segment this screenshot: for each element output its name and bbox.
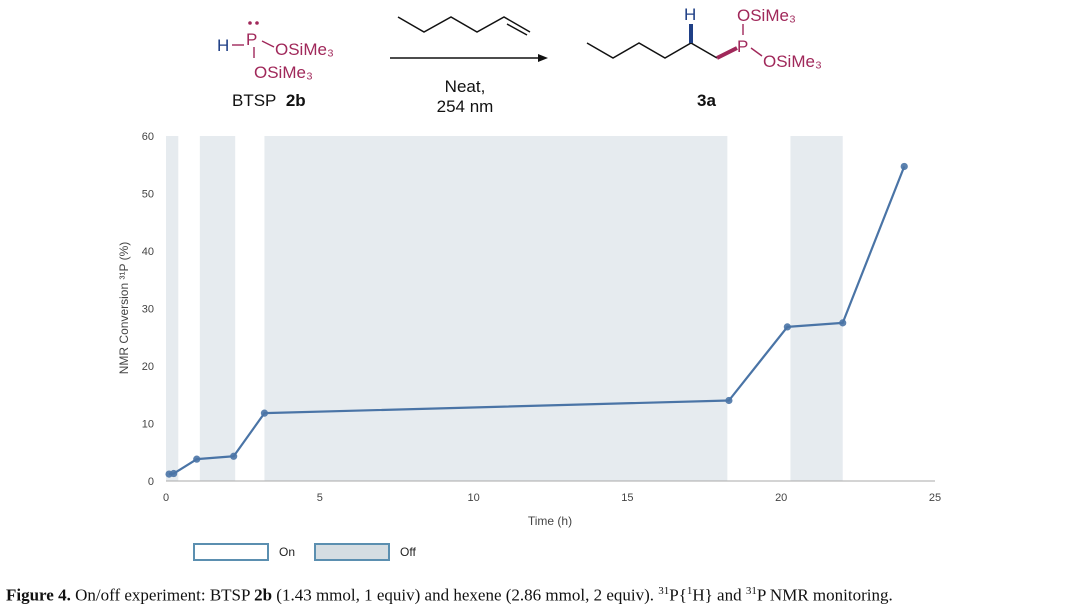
- y-tick-label: 30: [142, 304, 154, 316]
- data-point: [783, 323, 791, 331]
- reaction-scheme: H P OSiMe₃ OSiMe₃ BTSP 2b Neat, 254 nm H…: [217, 5, 822, 116]
- product-h-atom: H: [684, 5, 696, 24]
- product-cp-bond: [716, 46, 738, 60]
- off-band-1: [166, 136, 179, 481]
- conditions-line2: 254 nm: [437, 97, 494, 116]
- off-band-3: [264, 136, 728, 481]
- product-p-atom: P: [737, 37, 748, 56]
- reagent-osime3-top: OSiMe₃: [275, 40, 334, 59]
- caption-bold-compound: 2b: [254, 585, 273, 605]
- legend-label-off: Off: [400, 545, 416, 559]
- reagent-osime3-bottom: OSiMe₃: [254, 63, 313, 82]
- lone-pair-dot: [255, 21, 259, 25]
- legend-swatch-on: [193, 543, 269, 561]
- x-tick-labels: 0 5 10 15 20 25: [163, 492, 941, 504]
- x-tick-label: 10: [467, 492, 479, 504]
- lone-pair-dot: [248, 21, 252, 25]
- data-point: [230, 452, 238, 460]
- data-point: [839, 319, 847, 327]
- x-tick-label: 15: [621, 492, 633, 504]
- reaction-arrow-head: [538, 54, 548, 62]
- x-axis-label: Time (h): [528, 514, 572, 528]
- product-chain: [586, 42, 718, 59]
- data-point: [193, 455, 201, 463]
- data-point: [725, 396, 733, 405]
- hexene-double-bond: [506, 23, 528, 36]
- caption-text-2: (1.43 mmol, 1 equiv) and hexene (2.86 mm…: [272, 585, 659, 605]
- data-point: [900, 162, 908, 171]
- reagent-p-atom: P: [246, 30, 257, 49]
- legend-label-on: On: [279, 545, 296, 559]
- product-p-o-bond-right: [750, 47, 763, 57]
- product-label: 3a: [697, 91, 716, 110]
- y-tick-label: 40: [142, 246, 154, 258]
- reagent-name-number: 2b: [286, 91, 306, 110]
- x-tick-label: 25: [929, 492, 941, 504]
- caption-text-4: H} and: [692, 585, 746, 605]
- series-layer: [165, 162, 908, 478]
- data-point: [260, 409, 269, 417]
- reagent-structure: H P OSiMe₃ OSiMe₃ BTSP 2b: [217, 21, 334, 110]
- y-tick-label: 60: [142, 131, 154, 143]
- off-band-2: [199, 136, 236, 481]
- y-tick-label: 10: [142, 419, 154, 431]
- product-structure: H P OSiMe₃ OSiMe₃ 3a: [586, 5, 822, 110]
- y-tick-label: 20: [142, 361, 154, 373]
- caption-text-5: P NMR monitoring.: [756, 585, 893, 605]
- caption-text-1: On/off experiment: BTSP: [70, 585, 255, 605]
- off-band-4: [790, 136, 843, 481]
- data-point: [170, 469, 178, 478]
- y-axis-label: NMR Conversion ³¹P (%): [117, 242, 131, 374]
- caption-sup-2: 1: [686, 585, 693, 597]
- legend-item-off: Off: [314, 541, 416, 563]
- product-osime3-right: OSiMe₃: [763, 52, 822, 71]
- x-tick-label: 5: [317, 492, 323, 504]
- conditions-line1: Neat,: [445, 77, 486, 96]
- conversion-chart: 0 5 10 15 20 25 0 10 20 30 40 50 60 Time (h) NMR Co…: [117, 131, 941, 528]
- x-tick-label: 0: [163, 492, 169, 504]
- legend-item-on: On: [193, 541, 295, 563]
- reagent-name-prefix: BTSP: [232, 91, 276, 110]
- figure-caption: Figure 4. On/off experiment: BTSP 2b (1.…: [6, 585, 1080, 606]
- hexene-structure: [397, 16, 531, 36]
- caption-label: Figure 4.: [6, 585, 71, 605]
- hexene-skeleton: [397, 16, 531, 33]
- y-tick-label: 50: [142, 189, 154, 201]
- p-o-bond-right: [261, 40, 275, 48]
- off-bands: [166, 136, 843, 481]
- y-tick-labels: 0 10 20 30 40 50 60: [142, 131, 154, 488]
- reagent-h-atom: H: [217, 36, 229, 55]
- reagent-name: BTSP 2b: [232, 91, 306, 110]
- legend-swatch-off: [314, 543, 390, 561]
- caption-text-3: P{: [669, 585, 687, 605]
- caption-sup-3: 31: [745, 585, 757, 597]
- product-osime3-top: OSiMe₃: [737, 6, 796, 25]
- x-tick-label: 20: [775, 492, 787, 504]
- caption-sup-1: 31: [658, 585, 670, 597]
- y-tick-label: 0: [148, 476, 154, 488]
